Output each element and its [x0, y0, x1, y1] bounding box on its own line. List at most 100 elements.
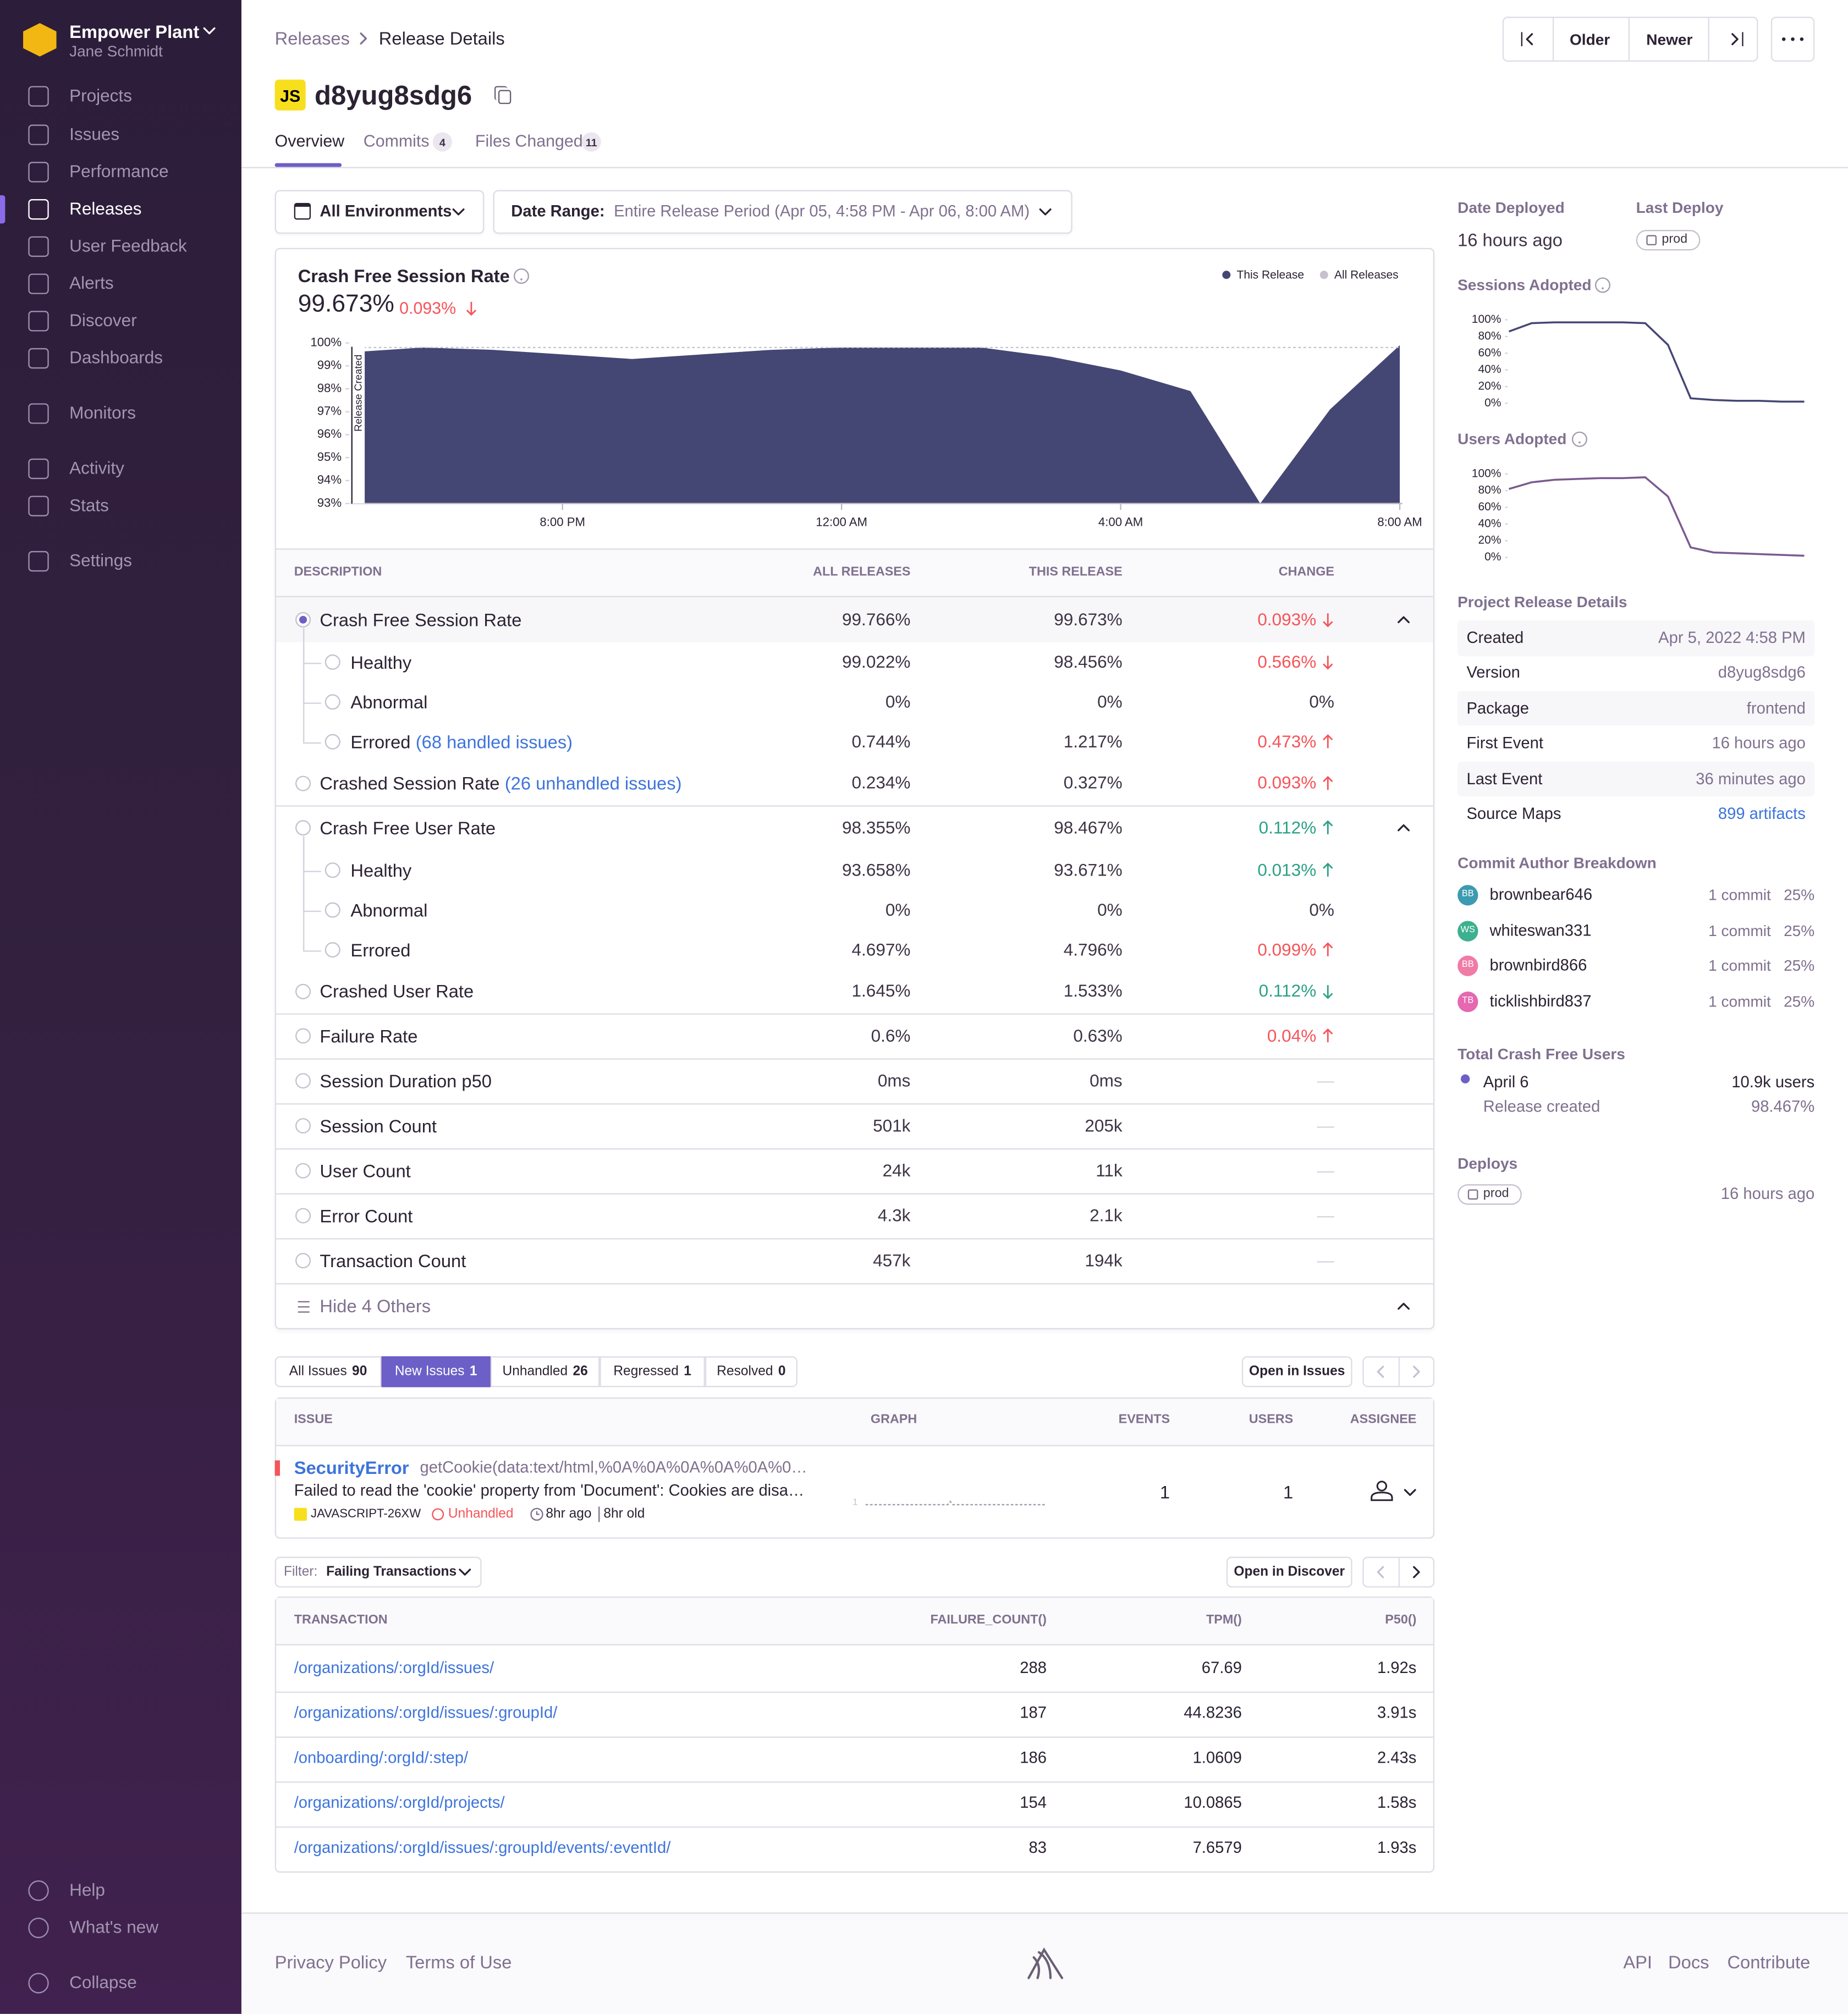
issue-tab[interactable] — [600, 1356, 705, 1388]
footer-link[interactable]: Terms of Use — [405, 1951, 512, 1973]
assignee-selector[interactable] — [1366, 1477, 1420, 1508]
nav-item[interactable]: Activity — [69, 458, 124, 478]
tab-count: 4 — [439, 135, 446, 148]
transaction-name[interactable]: /organizations/:orgId/projects/ — [294, 1793, 505, 1812]
toggle-others[interactable]: Hide 4 Others — [320, 1295, 431, 1316]
transaction-name[interactable]: /organizations/:orgId/issues/:groupId/ — [294, 1703, 558, 1722]
breadcrumb[interactable]: Releases — [274, 27, 350, 48]
metric-label-group: Healthy — [350, 860, 411, 881]
footer-link[interactable]: Docs — [1668, 1951, 1709, 1973]
author-commits: 1 commit — [1708, 921, 1771, 940]
author-name: brownbear646 — [1489, 885, 1593, 904]
nav-item[interactable]: Performance — [69, 162, 169, 181]
open-in-discover[interactable] — [1226, 1556, 1352, 1588]
author-name: ticklishbird837 — [1489, 992, 1592, 1011]
row-divider — [276, 1736, 1433, 1737]
transaction-name[interactable]: /organizations/:orgId/issues/ — [294, 1659, 494, 1677]
section-title: Users Adopted — [1458, 430, 1567, 448]
date-filter[interactable] — [493, 190, 1072, 234]
nav-item[interactable]: Releases — [69, 199, 142, 218]
tree-branch — [303, 741, 321, 744]
detail-value[interactable]: 899 artifacts — [1718, 805, 1806, 823]
nav-item[interactable]: Collapse — [69, 1972, 137, 1992]
issue-tab-name: Unhandled — [502, 1363, 568, 1379]
transaction-cell: 44.8236 — [1184, 1703, 1242, 1722]
pager-button[interactable]: Older — [1570, 30, 1610, 49]
table-header — [276, 1399, 1433, 1446]
crash-free-rate: 98.467% — [1751, 1097, 1815, 1116]
tab[interactable]: Files Changed — [475, 131, 583, 151]
nav-icon — [28, 311, 49, 332]
column-header: CHANGE — [1278, 565, 1334, 580]
author-share: 25% — [1784, 957, 1815, 976]
footer-link[interactable]: API — [1623, 1951, 1653, 1973]
filter-value: Failing Transactions — [326, 1564, 457, 1580]
nav-item[interactable]: Projects — [69, 86, 132, 106]
copy-button[interactable] — [498, 90, 512, 104]
y-tick-label: 20% — [1478, 380, 1501, 393]
issue-tab[interactable] — [274, 1356, 382, 1388]
metric-label: Abnormal — [350, 899, 428, 920]
transaction-name[interactable]: /organizations/:orgId/issues/:groupId/ev… — [294, 1839, 671, 1857]
tree-branch — [303, 910, 321, 911]
nav-item[interactable]: What's new — [69, 1917, 159, 1937]
nav-item[interactable]: Monitors — [69, 403, 136, 423]
tab[interactable]: Overview — [274, 131, 345, 151]
first-button[interactable] — [1504, 18, 1553, 60]
nav-item[interactable]: Discover — [69, 310, 137, 330]
org-name[interactable]: Empower Plant — [69, 21, 200, 42]
metric-label-group: Healthy — [350, 651, 411, 673]
nav-item[interactable]: Stats — [69, 496, 109, 515]
platform: JS — [280, 86, 301, 106]
change-value: 0.112% — [1258, 981, 1317, 1001]
nav-item[interactable]: Help — [69, 1880, 105, 1900]
issue-tab[interactable] — [490, 1356, 600, 1388]
chart-title: Crash Free Session Rate — [298, 265, 510, 286]
issue-title[interactable]: SecurityError — [294, 1457, 409, 1478]
nav-item[interactable]: Issues — [69, 124, 120, 144]
nav-item[interactable]: Settings — [69, 551, 132, 570]
transaction-name[interactable]: /onboarding/:orgId/:step/ — [294, 1748, 469, 1767]
nav-icon — [28, 1917, 49, 1939]
this-release-value: 2.1k — [1090, 1205, 1123, 1225]
crash-free-date: April 6 — [1483, 1073, 1529, 1091]
metric-label: Error Count — [320, 1204, 413, 1226]
open-in-issues[interactable] — [1241, 1356, 1352, 1388]
metric-link[interactable]: (68 handled issues) — [415, 731, 573, 752]
issue-tab-label: New Issues 1 — [395, 1364, 477, 1380]
nav-item[interactable]: User Feedback — [69, 236, 187, 256]
environment-filter[interactable] — [274, 190, 485, 234]
group-divider — [276, 1103, 1433, 1105]
filter-button[interactable] — [274, 1556, 482, 1588]
all-releases-value: 0ms — [877, 1070, 911, 1090]
nav-item[interactable]: Alerts — [69, 273, 114, 293]
tab-count-badge — [581, 131, 601, 151]
footer-link[interactable]: Privacy Policy — [274, 1951, 387, 1973]
deploy-tag[interactable] — [1636, 230, 1701, 251]
footer-link[interactable]: Contribute — [1727, 1951, 1811, 1973]
issue-tab[interactable] — [381, 1356, 491, 1388]
all-releases-value: 98.355% — [842, 817, 911, 837]
this-release-value: 1.217% — [1063, 731, 1123, 751]
tab[interactable]: Commits — [363, 131, 430, 151]
collapse-button[interactable] — [1391, 607, 1417, 632]
last-button[interactable] — [1709, 18, 1757, 60]
transaction-cell: 83 — [1028, 1839, 1047, 1857]
metric-label-group: Session Duration p50 — [320, 1070, 492, 1092]
y-tick-label: 20% — [1478, 534, 1501, 547]
metric-label-group: User Count — [320, 1160, 410, 1181]
collapse-button[interactable] — [1391, 815, 1417, 841]
this-release-value: 98.467% — [1054, 817, 1123, 837]
nav-item[interactable]: Dashboards — [69, 348, 163, 367]
nav-icon — [28, 348, 49, 369]
issue-tab[interactable] — [705, 1356, 798, 1388]
metric-label-group: Crashed Session Rate (26 unhandled issues… — [320, 773, 681, 794]
this-release-value: 11k — [1096, 1160, 1123, 1180]
metric-label: User Count — [320, 1160, 411, 1181]
more-button[interactable] — [1770, 16, 1815, 62]
metric-link[interactable]: (26 unhandled issues) — [504, 772, 682, 794]
pager-button[interactable]: Newer — [1646, 30, 1693, 49]
tree-branch — [303, 702, 321, 703]
deploy-tag[interactable] — [1458, 1184, 1522, 1205]
